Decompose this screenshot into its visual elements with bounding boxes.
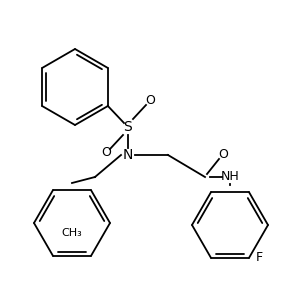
Text: O: O	[145, 95, 155, 107]
Text: O: O	[218, 149, 228, 162]
Text: O: O	[101, 146, 111, 160]
Text: N: N	[123, 148, 133, 162]
Text: NH: NH	[221, 170, 239, 184]
Text: F: F	[255, 251, 263, 264]
Text: S: S	[124, 120, 132, 134]
Text: CH₃: CH₃	[62, 228, 82, 238]
